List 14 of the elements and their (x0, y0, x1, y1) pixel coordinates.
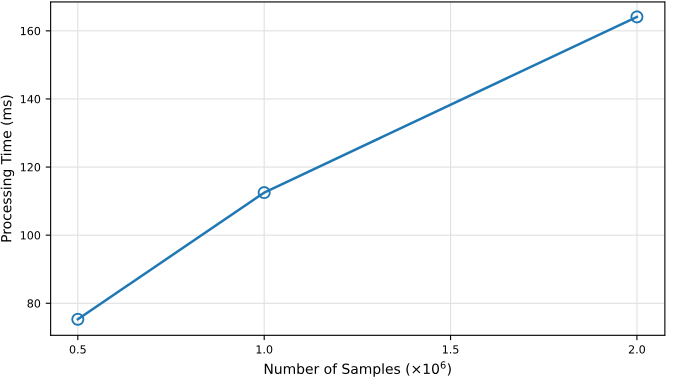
y-tick-label: 80 (28, 299, 40, 308)
x-tick-label: 0.5 (70, 345, 86, 354)
x-tick-label: 1.5 (442, 345, 458, 354)
point (630, 10, 644, 24)
y-tick-label: 140 (20, 94, 40, 104)
y-tick-label: 160 (20, 26, 40, 36)
y-tick-label: 100 (20, 231, 40, 240)
y-tick-label: 120 (20, 163, 40, 172)
y-axis-title: Processing Time (ms) (0, 95, 14, 242)
point (71, 312, 84, 326)
x-tick-label: 2.0 (628, 345, 646, 354)
x-axis-title: Number of Samples (×10$^{6}$) (264, 361, 451, 377)
x-tick-label: 1.0 (256, 345, 272, 354)
point (258, 186, 271, 200)
